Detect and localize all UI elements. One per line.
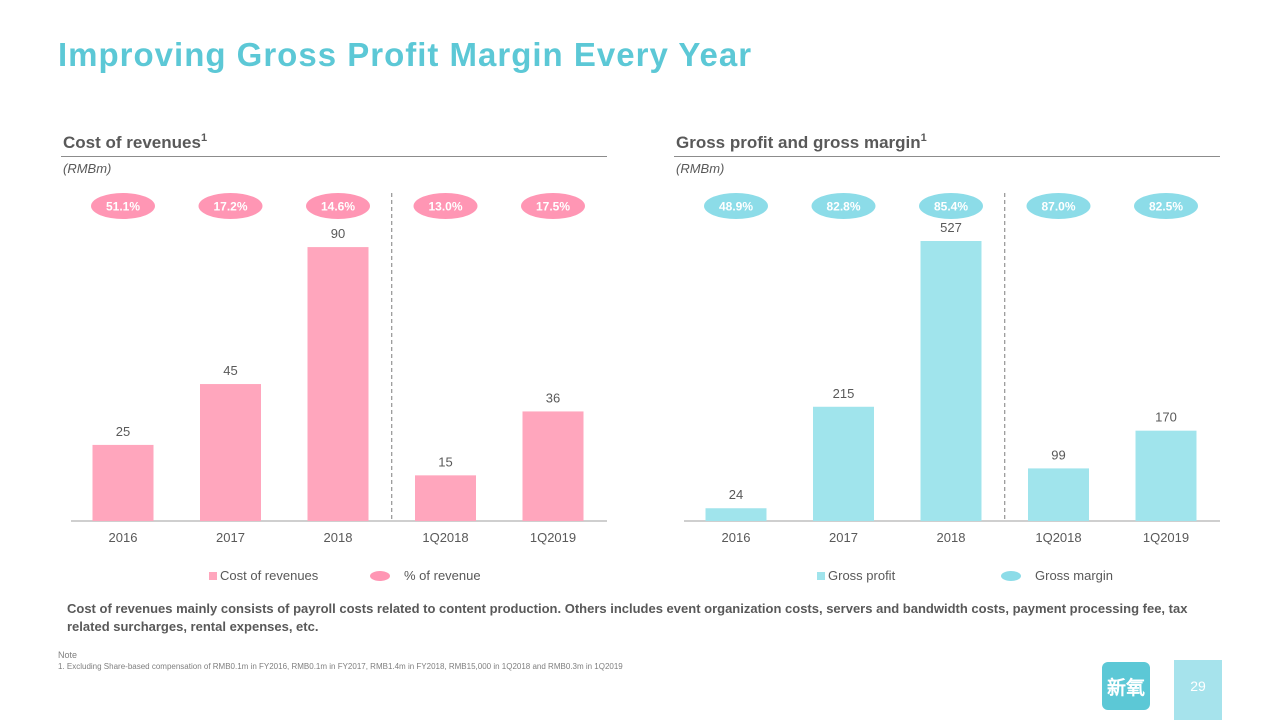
- cost-bar: [200, 384, 261, 521]
- cost-value-label: 45: [223, 363, 237, 378]
- cost-ratio-label: 13.0%: [428, 200, 462, 214]
- cost-ratio-label: 51.1%: [106, 200, 140, 214]
- profit-chart-unit: (RMBm): [676, 161, 725, 176]
- cost-legend-swatch: [209, 571, 217, 580]
- cost-ratio-label: 17.5%: [536, 200, 570, 214]
- profit-ratio-badge: [1134, 193, 1198, 219]
- profit-chart-title: Gross profit and gross margin1: [676, 132, 927, 152]
- cost-legend-bar: Cost of revenues: [209, 568, 318, 583]
- cost-ratio-badge: [413, 193, 478, 219]
- profit-legend-ratio: Gross margin: [1001, 568, 1113, 583]
- ratio-legend-label: % of revenue: [404, 568, 481, 583]
- profit-value-label: 24: [729, 487, 743, 502]
- cost-ratio-label: 14.6%: [321, 200, 355, 214]
- page-title: Improving Gross Profit Margin Every Year: [58, 36, 753, 73]
- cost-chart-title: Cost of revenues1: [63, 132, 208, 152]
- profit-ratio-label: 87.0%: [1041, 200, 1075, 214]
- cost-ratio-badge: [306, 193, 370, 219]
- description-text: Cost of revenues mainly consists of payr…: [67, 601, 1188, 634]
- profit-category-label: 2018: [937, 530, 966, 545]
- profit-ratio-label: 82.8%: [826, 200, 860, 214]
- margin-legend-label: Gross margin: [1035, 568, 1114, 583]
- cost-category-label: 2017: [216, 530, 245, 545]
- cost-of-revenues-panel: Cost of revenues1 (RMBm) 25 2016 51.1% 45 20…: [61, 128, 607, 588]
- profit-ratio-badge: [811, 193, 876, 219]
- profit-category-label: 1Q2018: [1035, 530, 1081, 545]
- cost-title-rule: [61, 156, 607, 157]
- profit-bar: [705, 508, 767, 521]
- cost-legend-label: Cost of revenues: [220, 568, 319, 583]
- cost-chart-unit: (RMBm): [63, 161, 112, 176]
- profit-bar: [1028, 468, 1089, 521]
- profit-bar: [813, 406, 874, 521]
- profit-ratio-badge: [1026, 193, 1091, 219]
- page-number: 29: [1174, 660, 1222, 720]
- cost-bar: [415, 475, 476, 521]
- profit-legend-label: Gross profit: [828, 568, 896, 583]
- cost-bar: [307, 247, 369, 521]
- ratio-legend-swatch: [370, 570, 390, 581]
- cost-legend-ratio: % of revenue: [370, 568, 481, 583]
- note-heading: Note: [58, 650, 78, 660]
- cost-ratio-badge: [198, 193, 263, 219]
- logo-icon: 新氧: [1102, 662, 1150, 710]
- profit-ratio-badge: [704, 193, 768, 219]
- cost-of-revenues-chart: 25 2016 51.1% 45 2017 17.2% 90 2018 14.6% 15 1Q201…: [71, 193, 607, 545]
- profit-legend-bar: Gross profit: [817, 568, 895, 583]
- profit-ratio-label: 85.4%: [934, 200, 968, 214]
- profit-value-label: 527: [940, 220, 962, 235]
- cost-legend: Cost of revenues % of revenue: [61, 568, 607, 584]
- profit-category-label: 1Q2019: [1143, 530, 1189, 545]
- cost-category-label: 1Q2019: [530, 530, 576, 545]
- cost-bar: [522, 411, 584, 521]
- profit-legend: Gross profit Gross margin: [674, 568, 1220, 584]
- profit-bar: [1135, 430, 1197, 521]
- cost-category-label: 2018: [324, 530, 353, 545]
- gross-profit-chart: 24 2016 48.9% 215 2017 82.8% 527 2018 85.4% 99 1Q2…: [684, 193, 1220, 545]
- cost-bar: [92, 444, 154, 521]
- cost-ratio-badge: [91, 193, 155, 219]
- profit-ratio-badge: [919, 193, 983, 219]
- cost-value-label: 90: [331, 226, 345, 241]
- profit-category-label: 2016: [722, 530, 751, 545]
- cost-category-label: 2016: [109, 530, 138, 545]
- profit-value-label: 170: [1155, 410, 1177, 425]
- profit-value-label: 99: [1051, 447, 1065, 462]
- cost-ratio-label: 17.2%: [213, 200, 247, 214]
- profit-legend-swatch: [817, 571, 825, 580]
- profit-ratio-label: 82.5%: [1149, 200, 1183, 214]
- profit-category-label: 2017: [829, 530, 858, 545]
- cost-value-label: 36: [546, 390, 560, 405]
- margin-legend-swatch: [1001, 570, 1021, 581]
- gross-profit-panel: Gross profit and gross margin1 (RMBm) 24…: [674, 128, 1220, 588]
- profit-ratio-label: 48.9%: [719, 200, 753, 214]
- profit-bar: [920, 241, 982, 521]
- cost-category-label: 1Q2018: [422, 530, 468, 545]
- profit-value-label: 215: [833, 386, 855, 401]
- note-text: 1. Excluding Share-based compensation of…: [58, 662, 623, 671]
- cost-ratio-badge: [521, 193, 585, 219]
- cost-value-label: 25: [116, 424, 130, 439]
- profit-title-rule: [674, 156, 1220, 157]
- cost-value-label: 15: [438, 454, 452, 469]
